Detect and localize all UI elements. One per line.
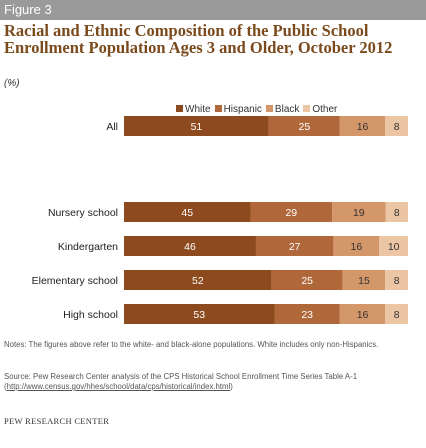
bar-white [124,202,251,222]
data-label: 8 [394,207,400,219]
data-label: 8 [394,309,400,321]
category-label: Elementary school [32,275,118,287]
category-label: High school [63,309,118,321]
source-suffix: ) [230,382,233,391]
bar-white [124,236,256,256]
legend-label: Other [312,104,338,115]
bar-black [332,202,386,222]
legend-label: Hispanic [223,104,262,115]
bar-other [385,202,408,222]
data-label: 15 [358,275,370,287]
data-label: 16 [357,309,369,321]
figure-header-bar: Figure 3 [0,0,426,20]
data-label: 52 [192,275,204,287]
data-label: 45 [181,207,193,219]
footer-credit: PEW RESEARCH CENTER [4,416,110,426]
bar-black [342,270,386,290]
legend-swatch [176,105,183,112]
category-label: Nursery school [48,207,118,219]
bar-other [385,116,408,136]
data-label: 53 [193,309,205,321]
figure-label: Figure 3 [4,2,52,17]
category-label: All [106,121,118,133]
legend-swatch [214,105,222,112]
data-label: 16 [351,241,363,253]
legend-label: White [185,104,211,115]
source-link[interactable]: http://www.census.gov/hhes/school/data/c… [6,382,231,391]
data-label: 27 [289,241,301,253]
source-prefix: Source: Pew Research Center analysis of … [4,372,358,391]
data-label: 19 [353,207,365,219]
bar-other [385,270,408,290]
bar-white [124,116,269,136]
bar-hispanic [274,304,340,324]
data-label: 51 [191,121,203,133]
bar-hispanic [271,270,343,290]
data-label: 25 [298,121,310,133]
data-label: 10 [388,241,400,253]
legend-item-white: White [176,104,211,115]
bar-black [339,116,386,136]
data-label: 29 [285,207,297,219]
legend-item-other: Other [303,104,337,115]
legend-swatch [303,105,311,112]
category-label: Kindergarten [58,241,118,253]
bar-black [339,304,386,324]
notes: Notes: The figures above refer to the wh… [4,340,379,349]
bar-black [333,236,380,256]
chart-title: Racial and Ethnic Composition of the Pub… [4,21,393,57]
bar-white [124,304,275,324]
units-label: (%) [4,78,20,89]
bar-white [124,270,272,290]
legend-label: Black [274,104,300,115]
data-label: 25 [301,275,313,287]
data-label: 8 [394,121,400,133]
legend-swatch [265,105,273,112]
data-label: 8 [394,275,400,287]
data-label: 46 [184,241,196,253]
bar-other [379,236,408,256]
data-label: 16 [357,121,369,133]
bar-hispanic [255,236,334,256]
bar-hispanic [250,202,333,222]
source: Source: Pew Research Center analysis of … [4,372,422,392]
bar-other [385,304,408,324]
legend-item-hispanic: Hispanic [214,104,262,115]
bar-hispanic [268,116,340,136]
legend: White Hispanic Black Other [176,104,341,115]
legend-item-black: Black [265,104,300,115]
data-label: 23 [301,309,313,321]
